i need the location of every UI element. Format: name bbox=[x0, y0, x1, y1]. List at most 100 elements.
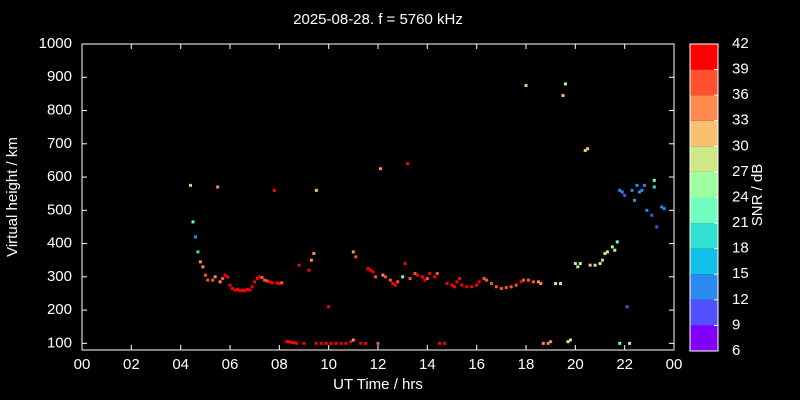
data-point bbox=[285, 340, 289, 344]
data-point bbox=[435, 272, 439, 275]
data-point bbox=[364, 341, 368, 345]
data-point bbox=[443, 341, 447, 345]
data-point bbox=[489, 281, 493, 285]
data-point bbox=[610, 245, 614, 249]
data-point bbox=[568, 338, 572, 342]
data-point bbox=[539, 281, 543, 285]
data-point bbox=[494, 285, 498, 289]
y-axis-label: Virtual height / km bbox=[4, 137, 21, 257]
colorbar-cell bbox=[690, 69, 718, 96]
data-point bbox=[263, 278, 267, 282]
data-point bbox=[258, 275, 262, 279]
y-tick-label: 700 bbox=[47, 135, 72, 152]
x-axis-label: UT Time / hrs bbox=[333, 376, 423, 393]
data-point bbox=[573, 262, 577, 266]
data-point bbox=[334, 341, 338, 345]
data-point bbox=[561, 94, 565, 98]
data-point bbox=[233, 288, 237, 292]
data-point bbox=[349, 340, 353, 344]
data-point bbox=[549, 340, 553, 344]
data-point bbox=[238, 289, 242, 293]
data-point bbox=[275, 281, 279, 285]
data-point bbox=[344, 341, 348, 345]
data-point bbox=[650, 213, 654, 217]
data-point bbox=[393, 283, 397, 287]
data-point bbox=[554, 281, 558, 285]
data-point bbox=[221, 276, 225, 280]
data-point bbox=[201, 265, 205, 269]
data-point bbox=[460, 283, 464, 287]
data-point bbox=[541, 341, 545, 345]
colorbar-tick-label: 33 bbox=[732, 112, 749, 129]
x-tick-label: 12 bbox=[370, 356, 387, 373]
data-point bbox=[280, 281, 284, 285]
x-tick-label: 18 bbox=[518, 356, 535, 373]
colorbar-cell bbox=[690, 248, 718, 275]
colorbar-tick-label: 36 bbox=[732, 86, 749, 103]
data-point bbox=[613, 248, 617, 252]
y-tick-label: 400 bbox=[47, 235, 72, 252]
data-point bbox=[198, 260, 202, 264]
data-point bbox=[642, 183, 646, 187]
y-tick-label: 200 bbox=[47, 301, 72, 318]
data-point bbox=[319, 341, 323, 345]
data-point bbox=[403, 262, 407, 266]
data-point bbox=[514, 283, 518, 287]
data-point bbox=[438, 341, 442, 345]
data-point bbox=[270, 281, 274, 285]
data-point bbox=[524, 84, 528, 88]
data-point bbox=[265, 279, 269, 283]
data-point bbox=[598, 262, 602, 266]
data-point bbox=[378, 167, 382, 171]
data-point bbox=[406, 162, 410, 166]
data-point bbox=[391, 281, 395, 285]
data-point bbox=[482, 276, 486, 280]
data-point bbox=[605, 250, 609, 254]
data-point bbox=[213, 275, 217, 279]
colorbar-cell bbox=[690, 146, 718, 172]
y-tick-label: 300 bbox=[47, 268, 72, 285]
x-tick-label: 10 bbox=[320, 356, 337, 373]
colorbar-tick-label: 30 bbox=[732, 137, 749, 154]
x-tick-label: 16 bbox=[468, 356, 485, 373]
data-point bbox=[383, 275, 387, 279]
x-tick-label: 14 bbox=[419, 356, 436, 373]
data-point bbox=[637, 190, 641, 194]
data-point bbox=[324, 341, 328, 345]
data-point bbox=[359, 341, 363, 345]
colorbar-tick-label: 12 bbox=[732, 291, 749, 308]
data-point bbox=[327, 305, 331, 309]
data-point bbox=[652, 178, 656, 182]
data-point bbox=[206, 278, 210, 282]
data-point bbox=[588, 263, 592, 267]
colorbar-tick-label: 42 bbox=[732, 35, 749, 52]
data-point bbox=[314, 341, 318, 345]
colorbar-cell bbox=[690, 95, 718, 121]
data-point bbox=[625, 305, 629, 309]
chart-title: 2025-08-28. f = 5760 kHz bbox=[293, 11, 463, 28]
data-point bbox=[226, 275, 230, 279]
data-point bbox=[445, 281, 449, 285]
data-point bbox=[635, 183, 639, 187]
y-tick-label: 100 bbox=[47, 334, 72, 351]
data-point bbox=[603, 252, 607, 256]
x-tick-label: 08 bbox=[271, 356, 288, 373]
data-point bbox=[423, 278, 427, 282]
data-point bbox=[314, 188, 318, 192]
data-point bbox=[618, 188, 622, 192]
data-point bbox=[191, 220, 195, 224]
data-point bbox=[260, 275, 264, 279]
data-point bbox=[223, 273, 227, 277]
colorbar-tick-label: 21 bbox=[732, 214, 749, 231]
colorbar-tick-label: 9 bbox=[732, 316, 740, 333]
data-point bbox=[250, 285, 254, 289]
data-point bbox=[196, 250, 200, 254]
data-point bbox=[420, 275, 424, 279]
data-point bbox=[546, 341, 550, 345]
colorbar-tick-label: 15 bbox=[732, 265, 749, 282]
data-point bbox=[470, 285, 474, 289]
data-point bbox=[388, 278, 392, 282]
x-tick-label: 00 bbox=[74, 356, 91, 373]
x-tick-label: 02 bbox=[123, 356, 140, 373]
